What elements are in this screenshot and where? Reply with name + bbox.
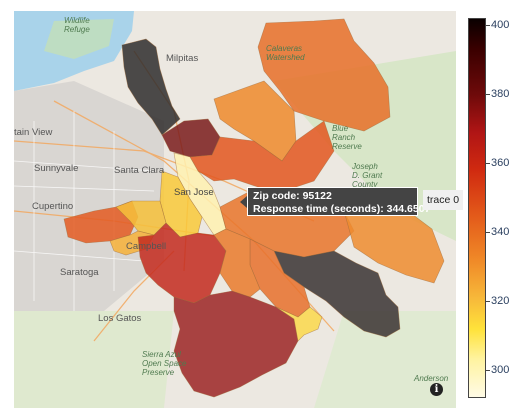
label-wildlife-refuge: Wildlife Refuge [64, 16, 92, 34]
label-wildlife-refuge-line1: Wildlife [64, 16, 90, 25]
label-campbell: Campbell [126, 241, 166, 252]
label-saratoga: Saratoga [60, 267, 99, 278]
label-anderson: Anderson [413, 374, 449, 383]
label-blue-ranch-line2: Ranch [332, 133, 356, 142]
label-sierra-azul-line2: Open Space [142, 359, 187, 368]
tooltip-trace-name: trace 0 [423, 190, 464, 210]
label-calaveras: Calaveras Watershed [266, 44, 305, 62]
colorbar-tick-label: 300 [491, 364, 510, 377]
colorbar-tick-label: 360 [491, 157, 510, 170]
choropleth-layer [63, 18, 445, 398]
label-joseph-grant-line2: D. Grant [352, 171, 383, 180]
colorbar-tick [486, 163, 490, 165]
zip-region[interactable] [121, 38, 181, 136]
colorbar-tick [486, 232, 490, 234]
zip-region[interactable] [213, 228, 261, 298]
colorbar-tick-label: 380 [491, 88, 510, 100]
zip-region[interactable] [257, 18, 391, 132]
label-sierra-azul: Sierra Azul Open Space Preserve [142, 350, 189, 377]
info-icon[interactable]: i [430, 383, 443, 396]
label-milpitas: Milpitas [166, 53, 198, 64]
colorbar-tick [486, 301, 490, 303]
tooltip-zip: Zip code: 95122 [253, 190, 332, 202]
tooltip-box: Zip code: 95122 Response time (seconds):… [247, 187, 430, 216]
colorbar-tick [486, 94, 490, 95]
label-joseph-grant: Joseph D. Grant County [351, 162, 384, 189]
label-mountain-view: tain View [14, 127, 53, 138]
refuge-area [44, 19, 114, 59]
colorbar-tick-label: 340 [491, 226, 510, 239]
label-calaveras-line2: Watershed [266, 53, 305, 62]
label-blue-ranch-line3: Reserve [332, 142, 362, 151]
colorbar-tick-label: 400 [491, 18, 510, 31]
green-hills-south [14, 311, 174, 408]
label-wildlife-refuge-line2: Refuge [64, 25, 90, 34]
label-blue-ranch: Blue Ranch Reserve [332, 124, 362, 151]
label-joseph-grant-line1: Joseph [351, 162, 378, 171]
tooltip-arrow [240, 196, 247, 208]
label-los-gatos: Los Gatos [98, 313, 142, 324]
zip-region[interactable] [273, 250, 401, 338]
zip-region[interactable] [173, 290, 299, 398]
label-joseph-grant-line3: County [352, 180, 378, 189]
label-calaveras-line1: Calaveras [266, 44, 302, 53]
park-labels: Wildlife Refuge Calaveras Watershed Blue… [64, 16, 449, 383]
label-cupertino: Cupertino [32, 201, 73, 212]
colorbar-tick [486, 370, 490, 372]
place-labels: Milpitas tain View Sunnyvale Santa Clara… [14, 53, 214, 324]
zip-region[interactable] [189, 120, 335, 192]
colorbar [468, 18, 486, 398]
colorbar-tick-label: 320 [491, 295, 510, 308]
label-sierra-azul-line3: Preserve [142, 368, 175, 377]
zip-region[interactable] [275, 306, 323, 342]
label-sierra-azul-line1: Sierra Azul [142, 350, 181, 359]
tooltip-response-time: Response time (seconds): 344.6507 [253, 203, 431, 215]
colorbar-tick [486, 24, 490, 26]
label-santa-clara: Santa Clara [114, 165, 165, 176]
label-blue-ranch-line1: Blue [332, 124, 349, 133]
label-san-jose: San Jose [174, 187, 214, 198]
label-sunnyvale: Sunnyvale [34, 163, 78, 174]
green-hills-southeast [314, 311, 456, 408]
